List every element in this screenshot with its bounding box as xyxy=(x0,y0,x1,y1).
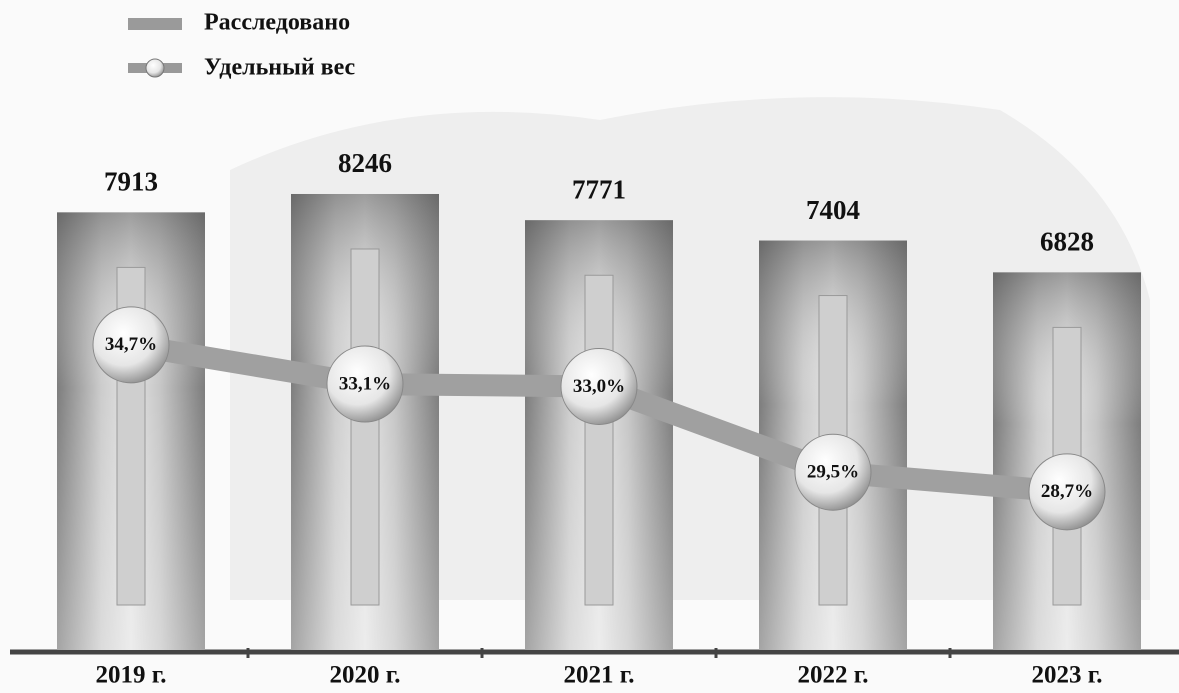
point-value-label: 33,1% xyxy=(339,373,391,394)
bar-value-label: 7913 xyxy=(104,167,158,197)
bar-value-label: 6828 xyxy=(1040,227,1094,257)
bar-value-label: 7771 xyxy=(572,174,626,204)
point-value-label: 33,0% xyxy=(573,376,625,397)
point-value-label: 28,7% xyxy=(1041,481,1093,502)
point-value-label: 29,5% xyxy=(807,462,859,483)
legend-bar-icon xyxy=(128,18,182,30)
point-marker xyxy=(794,433,872,511)
point-marker xyxy=(92,306,170,384)
bar-value-label: 8246 xyxy=(338,148,392,178)
x-tick-label: 2022 г. xyxy=(797,662,868,689)
x-tick-label: 2020 г. xyxy=(329,662,400,689)
point-marker xyxy=(326,345,404,423)
x-tick-label: 2023 г. xyxy=(1031,662,1102,689)
legend-label: Расследовано xyxy=(204,10,350,36)
point-value-label: 34,7% xyxy=(105,334,157,355)
bar-inset xyxy=(350,248,380,606)
x-tick-label: 2021 г. xyxy=(563,662,634,689)
bar-value-label: 7404 xyxy=(806,195,860,225)
bar-inset xyxy=(584,274,614,606)
legend-marker-icon xyxy=(145,58,165,78)
point-marker xyxy=(1028,453,1106,531)
point-marker xyxy=(560,348,638,425)
x-tick-label: 2019 г. xyxy=(95,662,166,689)
legend-label: Удельный вес xyxy=(204,55,356,81)
